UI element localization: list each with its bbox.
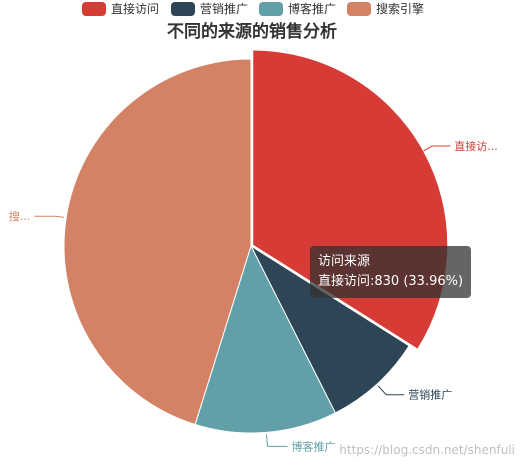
pie-slices [63,49,449,434]
chart-title: 不同的来源的销售分析 [167,21,337,42]
pie-label-4: 搜... [9,209,31,223]
slice-tooltip: 访问来源 直接访问:830 (33.96%) [310,246,472,298]
label-line-3 [266,434,288,447]
legend-item-4[interactable]: 搜索引擎 [347,1,424,16]
pie-label-2: 营销推广 [408,388,452,402]
legend-label-2: 营销推广 [200,2,248,16]
pie-label-1: 直接访... [454,139,498,153]
legend-swatch-3 [259,2,283,16]
legend-label-4: 搜索引擎 [376,1,424,16]
legend-swatch-2 [171,2,195,16]
legend-item-1[interactable]: 直接访问 [82,1,159,16]
tooltip-title: 访问来源 [318,254,371,269]
legend-swatch-4 [347,2,371,16]
pie-slice-4[interactable] [63,58,252,426]
pie-slice-2[interactable] [249,244,410,414]
pie-slice-3[interactable] [194,244,337,434]
label-line-2 [377,385,405,396]
label-line-4 [34,215,65,218]
pie-label-3: 博客推广 [292,439,336,453]
chart-legend: 直接访问 营销推广 博客推广 搜索引擎 [82,1,424,16]
label-line-1 [423,145,451,152]
legend-label-1: 直接访问 [111,1,159,16]
legend-item-3[interactable]: 博客推广 [259,1,336,16]
tooltip-body: 直接访问:830 (33.96%) [318,274,464,289]
legend-item-2[interactable]: 营销推广 [171,2,248,16]
legend-label-3: 博客推广 [288,1,336,16]
watermark: https://blog.csdn.net/shenfuli [339,443,515,457]
legend-swatch-1 [82,2,106,16]
